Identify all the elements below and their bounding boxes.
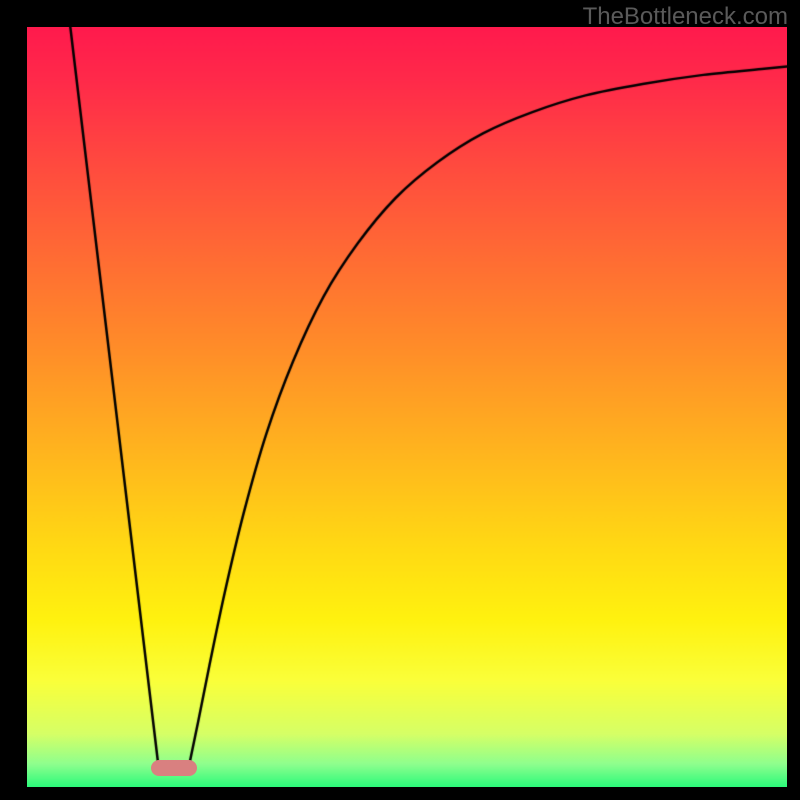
curve-overlay <box>27 27 787 787</box>
watermark-text: TheBottleneck.com <box>583 3 788 31</box>
bottleneck-marker <box>151 760 197 776</box>
chart-container <box>27 27 787 787</box>
